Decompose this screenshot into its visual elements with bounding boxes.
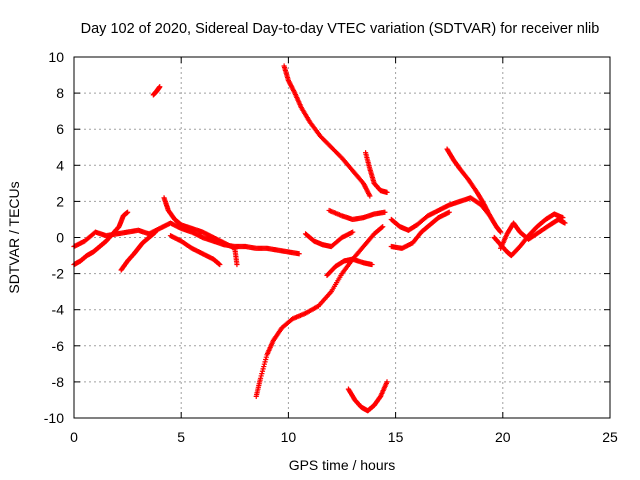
series-arc-20-22b xyxy=(498,216,568,251)
scatter-points xyxy=(71,63,568,414)
data-point xyxy=(234,261,240,268)
x-tick-label: 0 xyxy=(70,429,78,445)
data-point xyxy=(125,209,131,215)
data-point xyxy=(498,229,504,235)
data-point xyxy=(380,224,386,230)
data-point xyxy=(562,220,568,226)
y-axis-label: SDTVAR / TECUs xyxy=(6,181,22,293)
series-arc-13h-spike xyxy=(362,150,390,195)
data-point xyxy=(350,229,356,235)
data-point xyxy=(446,209,452,215)
data-point xyxy=(384,379,390,385)
data-point xyxy=(259,370,265,377)
data-point xyxy=(379,224,385,230)
data-point xyxy=(261,361,267,367)
series-early-dip xyxy=(71,209,131,268)
y-tick-label: 6 xyxy=(56,121,64,137)
data-point xyxy=(367,193,373,199)
y-tick-label: -4 xyxy=(52,302,65,318)
x-tick-label: 25 xyxy=(602,429,618,445)
y-tick-label: -8 xyxy=(52,374,65,390)
data-point xyxy=(369,261,375,268)
y-tick-label: 2 xyxy=(56,193,64,209)
x-axis-label: GPS time / hours xyxy=(289,457,396,473)
series-mid-12h-low xyxy=(324,256,375,279)
data-point xyxy=(261,363,267,370)
y-tick-label: 0 xyxy=(56,230,64,246)
series-early-drop xyxy=(118,229,159,273)
x-tick-label: 15 xyxy=(388,429,404,445)
chart-title: Day 102 of 2020, Sidereal Day-to-day VTE… xyxy=(81,21,600,37)
x-tick-label: 20 xyxy=(495,429,511,445)
plot-frame xyxy=(73,56,611,419)
series-arc-19-22 xyxy=(491,211,566,259)
data-point xyxy=(260,366,266,372)
y-tick-label: 4 xyxy=(56,157,64,173)
series-bottom-u-arc xyxy=(345,379,390,414)
x-tick-label: 5 xyxy=(177,429,185,445)
series-arc-17h-desc xyxy=(444,146,504,235)
grid-lines xyxy=(74,57,610,418)
y-tick-label: 10 xyxy=(48,49,64,65)
data-point xyxy=(382,209,388,215)
x-tick-label: 10 xyxy=(281,429,297,445)
series-main-band xyxy=(71,220,302,257)
y-tick-label: -10 xyxy=(44,410,64,426)
series-arc-4h-lower xyxy=(167,233,223,268)
data-point xyxy=(258,373,264,379)
data-point xyxy=(296,251,302,257)
series-descending-arc xyxy=(281,63,373,199)
data-point xyxy=(257,375,264,381)
series-arc-16-lower xyxy=(388,209,452,251)
data-point xyxy=(217,261,223,268)
data-point xyxy=(157,84,163,90)
series-arc-12h-up xyxy=(326,207,388,223)
data-point xyxy=(152,229,159,235)
data-point xyxy=(259,368,266,374)
series-arc-4h-peak xyxy=(161,195,240,268)
data-point xyxy=(262,359,268,365)
series-mid-11h xyxy=(302,229,356,250)
tick-labels: 0 5 10 15 20 25 -10 -8 -6 -4 -2 0 2 4 6 8 10 xyxy=(44,49,618,445)
y-tick-label: -6 xyxy=(52,338,65,354)
y-tick-label: 8 xyxy=(56,85,64,101)
y-tick-label: -2 xyxy=(52,266,65,282)
data-point xyxy=(384,189,390,195)
data-point xyxy=(263,356,269,363)
series-short-arc-4h xyxy=(150,84,163,98)
data-point xyxy=(263,354,269,360)
